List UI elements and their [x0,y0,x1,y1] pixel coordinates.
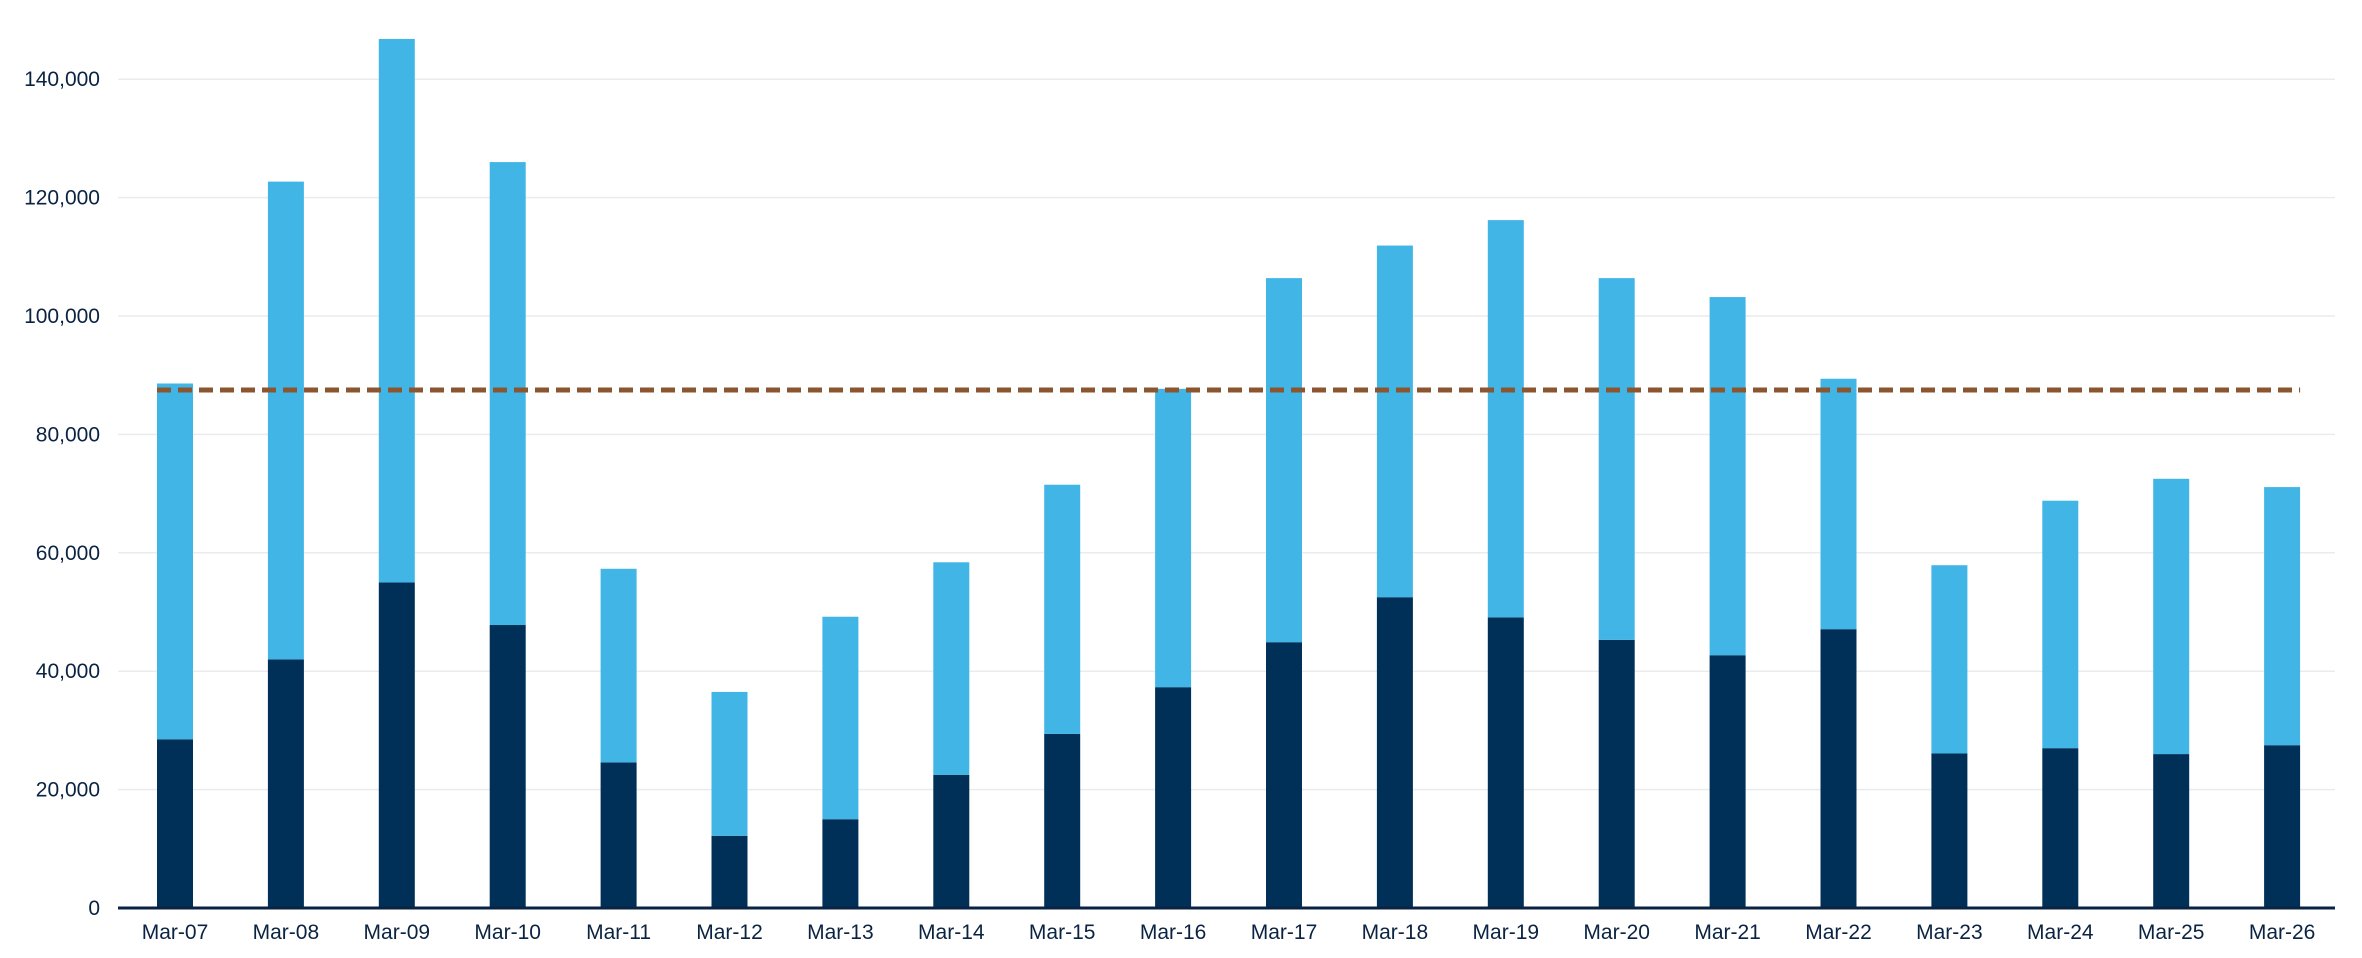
x-tick-label: Mar-16 [1140,921,1207,944]
y-tick-label: 0 [88,897,100,920]
x-tick-label: Mar-08 [253,921,320,944]
bar-segment-series-2 [1376,245,1413,598]
bar-segment-series-2 [2264,487,2301,746]
bar-segment-series-1 [2042,748,2079,908]
bar-segment-series-2 [157,383,193,740]
gridlines [118,78,2335,791]
x-tick-label: Mar-11 [586,921,651,944]
bar-segment-series-2 [378,38,415,583]
bar-segment-series-1 [1598,639,1635,908]
bar-segment-series-2 [1155,388,1192,688]
bar-segment-series-2 [267,181,304,660]
bar-segment-series-1 [267,659,304,908]
y-tick-label: 120,000 [24,187,100,210]
y-tick-label: 20,000 [36,779,100,802]
bar-segment-series-2 [489,162,526,626]
y-tick-label: 60,000 [36,542,100,565]
x-tick-label: Mar-26 [2249,921,2316,944]
bar-segment-series-1 [822,819,859,908]
x-tick-labels: Mar-07 Mar-08 Mar-09 Mar-10 Mar-11 Mar-12 Mar-… [142,921,2316,944]
bar-segment-series-1 [1709,655,1746,908]
bar-segment-series-2 [933,562,970,775]
bar-segment-series-1 [1487,617,1524,908]
bar-segment-series-2 [2042,500,2079,749]
bar-segment-series-1 [157,739,193,908]
x-tick-label: Mar-09 [364,921,431,944]
bar-segment-series-2 [711,691,748,836]
y-tick-label: 140,000 [24,68,100,91]
x-tick-label: Mar-12 [696,921,763,944]
bar-segment-series-1 [1044,733,1081,908]
bar-segment-series-2 [1487,220,1524,618]
bar-segment-series-1 [1931,753,1968,908]
x-tick-label: Mar-25 [2138,921,2205,944]
bar-segment-series-2 [600,568,637,763]
x-tick-label: Mar-24 [2027,921,2094,944]
bar-segment-series-1 [711,835,748,908]
bar-segment-series-2 [1709,297,1746,656]
bar-segment-series-1 [378,582,415,908]
y-tick-label: 100,000 [24,305,100,328]
bar-segment-series-1 [2153,754,2190,908]
x-tick-label: Mar-18 [1362,921,1429,944]
x-tick-label: Mar-20 [1583,921,1650,944]
x-tick-label: Mar-17 [1251,921,1318,944]
x-tick-label: Mar-22 [1805,921,1872,944]
bar-segment-series-2 [1044,484,1081,734]
x-tick-label: Mar-13 [807,921,874,944]
x-tick-label: Mar-21 [1694,921,1761,944]
bar-segment-series-2 [1266,278,1302,643]
bar-segment-series-1 [1266,642,1302,908]
x-tick-label: Mar-19 [1473,921,1540,944]
bar-segment-series-2 [2153,478,2190,755]
bar-segment-series-1 [1820,629,1857,908]
bar-segment-series-1 [933,774,970,908]
bar-segment-series-1 [600,762,637,908]
bar-segment-series-2 [822,616,859,820]
x-tick-label: Mar-10 [474,921,541,944]
bar-segment-series-2 [1820,378,1857,630]
bar-segment-series-1 [1376,597,1413,908]
bars [157,38,2301,908]
x-tick-label: Mar-14 [918,921,985,944]
bar-segment-series-1 [1155,687,1192,908]
bar-segment-series-2 [1598,278,1635,640]
x-tick-label: Mar-07 [142,921,209,944]
y-tick-labels: 0 20,000 40,000 60,000 80,000 100,000 120,000 1… [24,68,100,920]
bar-segment-series-1 [2264,745,2301,908]
bar-segment-series-1 [489,625,526,908]
x-tick-label: Mar-15 [1029,921,1096,944]
y-tick-label: 80,000 [36,423,100,446]
y-tick-label: 40,000 [36,660,100,683]
bar-segment-series-2 [1931,565,1968,754]
x-tick-label: Mar-23 [1916,921,1983,944]
